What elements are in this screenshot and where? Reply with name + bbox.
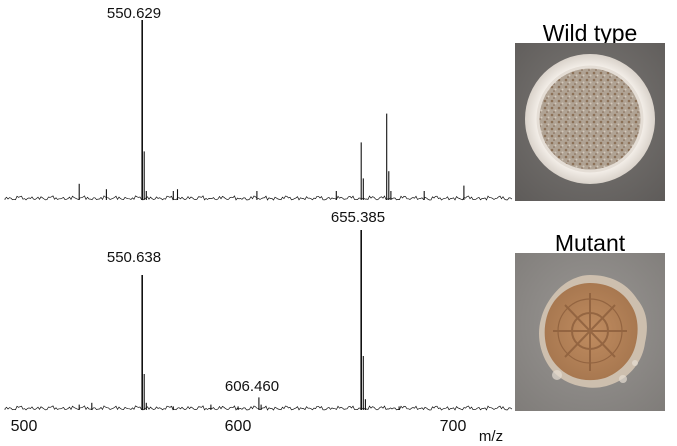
peak-label-mut-606: 606.460: [225, 378, 279, 395]
wild-type-title: Wild type: [542, 20, 638, 46]
peak-label-wt-550: 550.629: [107, 5, 161, 22]
mut-baseline-noise: [4, 405, 513, 411]
mutant-colony-image: [515, 253, 665, 411]
peak-label-mut-550: 550.638: [107, 249, 161, 266]
wild-type-spectrum: [4, 20, 513, 201]
x-tick-600: 600: [225, 418, 252, 435]
x-axis: 500 600 700 m/z: [11, 418, 503, 445]
mutant-colony-photo: [515, 253, 665, 411]
x-axis-label: m/z: [479, 428, 503, 445]
mutant-title: Mutant: [554, 230, 626, 256]
mass-spectra-chart: 550.629 550.638 606.460 655.385 500 600 …: [4, 5, 513, 445]
x-tick-700: 700: [440, 418, 467, 435]
mutant-spectrum: [4, 230, 513, 411]
wt-baseline-noise: [4, 195, 513, 201]
x-tick-500: 500: [11, 418, 38, 435]
wild-type-colony-photo: [515, 43, 665, 201]
peak-label-mut-655: 655.385: [331, 209, 385, 226]
peak-labels: 550.629 550.638 606.460 655.385: [107, 5, 385, 395]
wild-type-colony-image: [515, 43, 665, 201]
